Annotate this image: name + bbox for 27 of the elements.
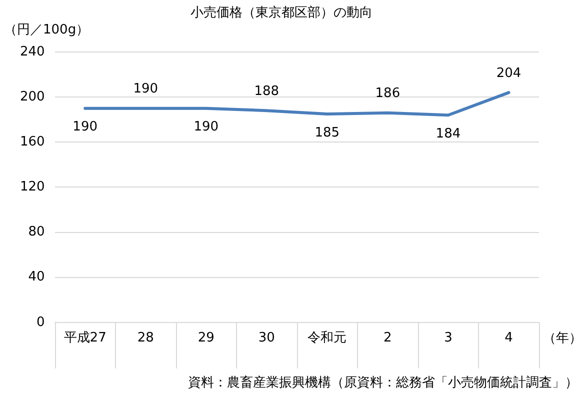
x-tick-label: 令和元 xyxy=(308,330,347,346)
x-tick-label: 4 xyxy=(504,330,513,346)
x-axis-title: （年） xyxy=(543,330,582,346)
data-label: 188 xyxy=(254,84,280,99)
y-tick-label: 0 xyxy=(36,314,45,330)
chart-title: 小売価格（東京都区部）の動向 xyxy=(190,5,372,20)
text: 資料：農畜産業振興機構（原資料：総務省「小売物価統計調査」） xyxy=(188,374,578,390)
data-label: 190 xyxy=(133,82,158,97)
x-tick-label: 平成27 xyxy=(64,330,106,346)
y-tick-label: 240 xyxy=(20,44,45,60)
data-label: 186 xyxy=(375,86,400,102)
x-tick-label: 29 xyxy=(198,330,214,346)
x-tick-label: 28 xyxy=(137,330,154,346)
x-tick-label: 2 xyxy=(384,330,392,346)
y-tick-label: 120 xyxy=(20,180,45,195)
y-tick-label: 160 xyxy=(20,134,45,150)
data-label: 184 xyxy=(436,126,461,142)
data-label: 204 xyxy=(496,66,522,81)
y-axis-title: （円／100g） xyxy=(4,22,90,38)
x-tick-label: 30 xyxy=(258,330,275,346)
x-tick-label: 3 xyxy=(444,330,452,346)
y-tick-label: 200 xyxy=(20,89,45,104)
data-label: 185 xyxy=(314,125,340,140)
y-tick-label: 80 xyxy=(28,224,45,240)
data-label: 190 xyxy=(72,120,98,135)
y-tick-label: 40 xyxy=(28,270,45,285)
data-label: 190 xyxy=(194,120,219,135)
